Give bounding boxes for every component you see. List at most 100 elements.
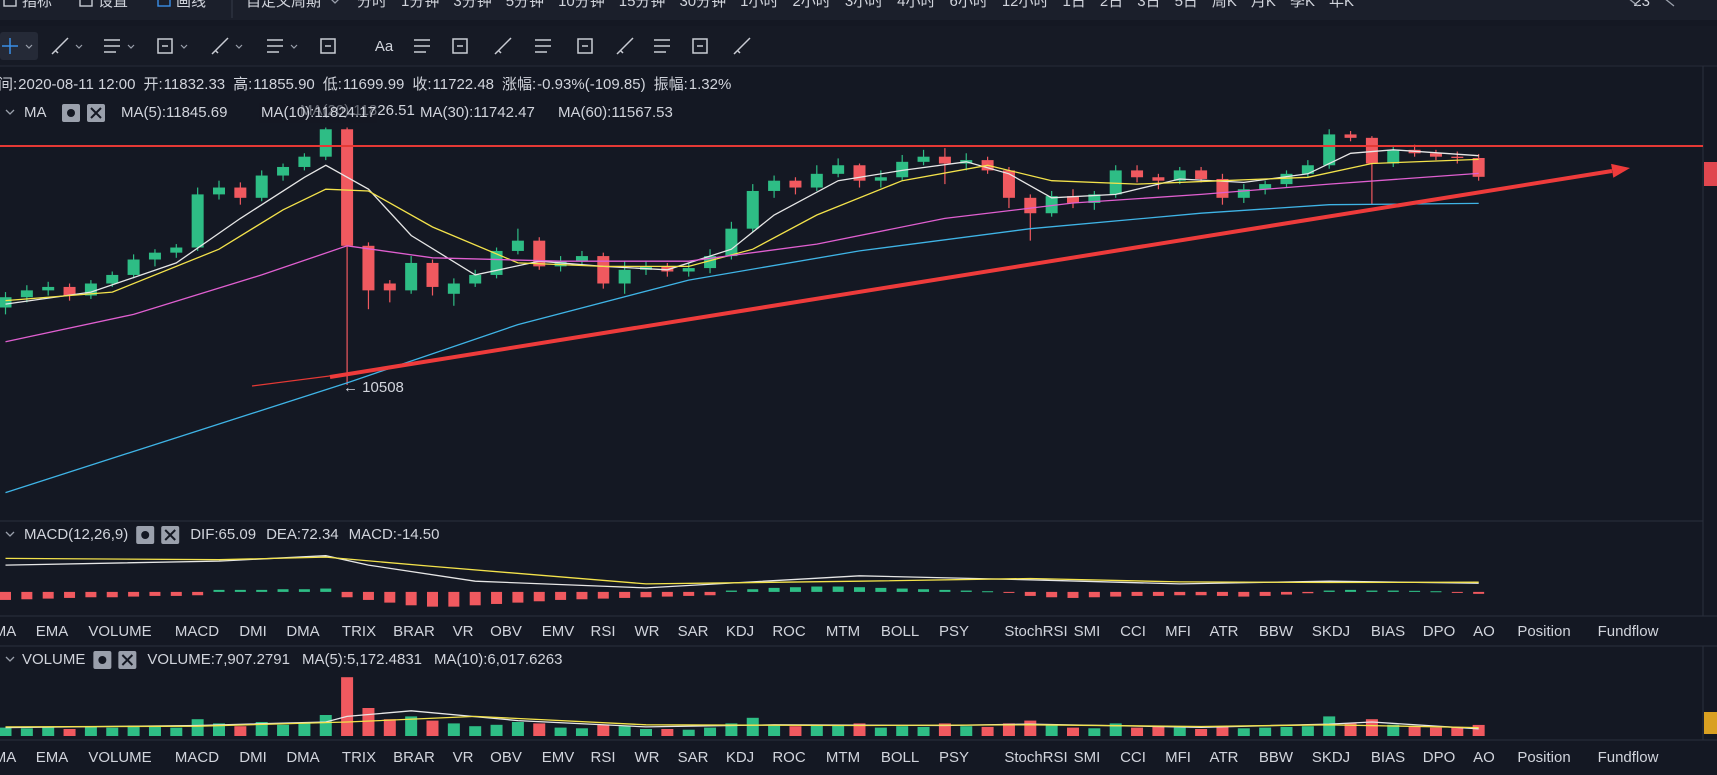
draw-tool[interactable] — [654, 39, 670, 53]
indicator-tab[interactable]: SAR — [678, 749, 709, 766]
indicator-tab[interactable]: DMA — [286, 749, 319, 766]
text-tool[interactable]: Aa — [375, 38, 394, 55]
period-button[interactable]: 分时 — [357, 0, 387, 10]
indicator-tab[interactable]: Fundflow — [1598, 749, 1659, 766]
indicator-tab[interactable]: SAR — [678, 623, 709, 640]
indicator-tab[interactable]: WR — [635, 623, 660, 640]
period-button[interactable]: 2小时 — [792, 0, 830, 10]
indicator-tab[interactable]: TRIX — [342, 749, 376, 766]
tool-caret[interactable] — [127, 44, 135, 49]
tool-caret[interactable] — [235, 44, 243, 49]
tool-caret[interactable] — [180, 44, 188, 49]
period-button[interactable]: 1日 — [1063, 0, 1086, 10]
indicator-tab[interactable]: EMA — [36, 623, 69, 640]
draw-tool[interactable] — [535, 39, 551, 53]
indicator-tab[interactable]: BRAR — [393, 749, 435, 766]
indicator-tab[interactable]: OBV — [490, 749, 522, 766]
period-button[interactable]: 周K — [1212, 0, 1237, 10]
toolbar-button[interactable]: 画线 — [176, 0, 206, 10]
period-button[interactable]: 月K — [1251, 0, 1276, 10]
draw-tool[interactable] — [577, 38, 593, 54]
indicator-tab[interactable]: DMI — [239, 749, 267, 766]
indicator-tab[interactable]: VOLUME — [88, 749, 151, 766]
tool-caret[interactable] — [25, 44, 33, 49]
period-button[interactable]: 3分钟 — [453, 0, 491, 10]
indicator-tab[interactable]: StochRSI — [1004, 623, 1067, 640]
period-button[interactable]: 1分钟 — [401, 0, 439, 10]
indicator-tab[interactable]: KDJ — [726, 623, 754, 640]
toolbar-button[interactable]: 指标 — [22, 0, 52, 10]
indicator-tab[interactable]: SMI — [1074, 749, 1101, 766]
indicator-tab[interactable]: MFI — [1165, 623, 1191, 640]
draw-tool[interactable] — [414, 39, 430, 53]
period-button[interactable]: 3日 — [1137, 0, 1160, 10]
toolbar-button[interactable]: 设置 — [98, 0, 128, 10]
draw-tool[interactable] — [267, 39, 283, 53]
draw-tool[interactable] — [692, 38, 708, 54]
period-button[interactable]: 3小时 — [845, 0, 883, 10]
indicator-tab[interactable]: SKDJ — [1312, 623, 1350, 640]
indicator-tab[interactable]: AO — [1473, 749, 1495, 766]
indicator-tab[interactable]: MTM — [826, 623, 860, 640]
indicator-tab[interactable]: DMI — [239, 623, 267, 640]
indicator-tab[interactable]: SKDJ — [1312, 749, 1350, 766]
period-button[interactable]: 年K — [1329, 0, 1354, 10]
period-button[interactable]: 季K — [1290, 0, 1315, 10]
draw-tool[interactable] — [2, 38, 18, 54]
tool-caret[interactable] — [75, 44, 83, 49]
draw-tool[interactable] — [51, 37, 69, 55]
tool-caret[interactable] — [290, 44, 298, 49]
draw-tool[interactable] — [104, 39, 120, 53]
draw-tool[interactable] — [157, 38, 173, 54]
draw-tool[interactable] — [452, 38, 468, 54]
indicator-tab[interactable]: MACD — [175, 623, 219, 640]
indicator-tab[interactable]: DPO — [1423, 623, 1456, 640]
indicator-tab[interactable]: RSI — [590, 623, 615, 640]
period-button[interactable]: 2日 — [1100, 0, 1123, 10]
indicator-tab[interactable]: BIAS — [1371, 623, 1405, 640]
indicator-tab[interactable]: CCI — [1120, 749, 1146, 766]
indicator-tab[interactable]: ROC — [772, 623, 806, 640]
indicator-tab[interactable]: ATR — [1210, 749, 1239, 766]
draw-tool[interactable] — [494, 37, 512, 55]
indicator-tab[interactable]: BOLL — [881, 623, 919, 640]
period-button[interactable]: 10分钟 — [558, 0, 605, 10]
period-button[interactable]: 5日 — [1175, 0, 1198, 10]
indicator-tab[interactable]: BOLL — [881, 749, 919, 766]
indicator-tab[interactable]: MACD — [175, 749, 219, 766]
indicator-tab[interactable]: EMA — [36, 749, 69, 766]
indicator-tab[interactable]: VOLUME — [88, 623, 151, 640]
period-button[interactable]: 5分钟 — [506, 0, 544, 10]
period-button[interactable]: 12小时 — [1002, 0, 1049, 10]
period-button[interactable]: 1小时 — [740, 0, 778, 10]
indicator-tab[interactable]: KDJ — [726, 749, 754, 766]
period-button[interactable]: 4小时 — [897, 0, 935, 10]
indicator-tab[interactable]: Fundflow — [1598, 623, 1659, 640]
draw-tool[interactable] — [733, 37, 751, 55]
draw-tool[interactable] — [211, 37, 229, 55]
indicator-tab[interactable]: EMV — [542, 623, 575, 640]
indicator-tab[interactable]: MA — [0, 623, 16, 640]
custom-period[interactable]: 自定义周期 — [246, 0, 321, 10]
indicator-tab[interactable]: TRIX — [342, 623, 376, 640]
indicator-tab[interactable]: BBW — [1259, 749, 1294, 766]
indicator-tab[interactable]: Position — [1517, 623, 1570, 640]
indicator-tab[interactable]: RSI — [590, 749, 615, 766]
draw-tool[interactable] — [320, 38, 336, 54]
indicator-tab[interactable]: MA — [0, 749, 16, 766]
indicator-tab[interactable]: MFI — [1165, 749, 1191, 766]
indicator-tab[interactable]: PSY — [939, 623, 969, 640]
indicator-tab[interactable]: AO — [1473, 623, 1495, 640]
indicator-tab[interactable]: BIAS — [1371, 749, 1405, 766]
indicator-tab[interactable]: SMI — [1074, 623, 1101, 640]
period-button[interactable]: 15分钟 — [619, 0, 666, 10]
indicator-tab[interactable]: ROC — [772, 749, 806, 766]
indicator-tab[interactable]: BBW — [1259, 623, 1294, 640]
indicator-tab[interactable]: DMA — [286, 623, 319, 640]
indicator-tab[interactable]: WR — [635, 749, 660, 766]
draw-tool[interactable] — [616, 37, 634, 55]
indicator-tab[interactable]: OBV — [490, 623, 522, 640]
period-button[interactable]: 6小时 — [950, 0, 988, 10]
indicator-tab[interactable]: EMV — [542, 749, 575, 766]
indicator-tab[interactable]: VR — [453, 623, 474, 640]
